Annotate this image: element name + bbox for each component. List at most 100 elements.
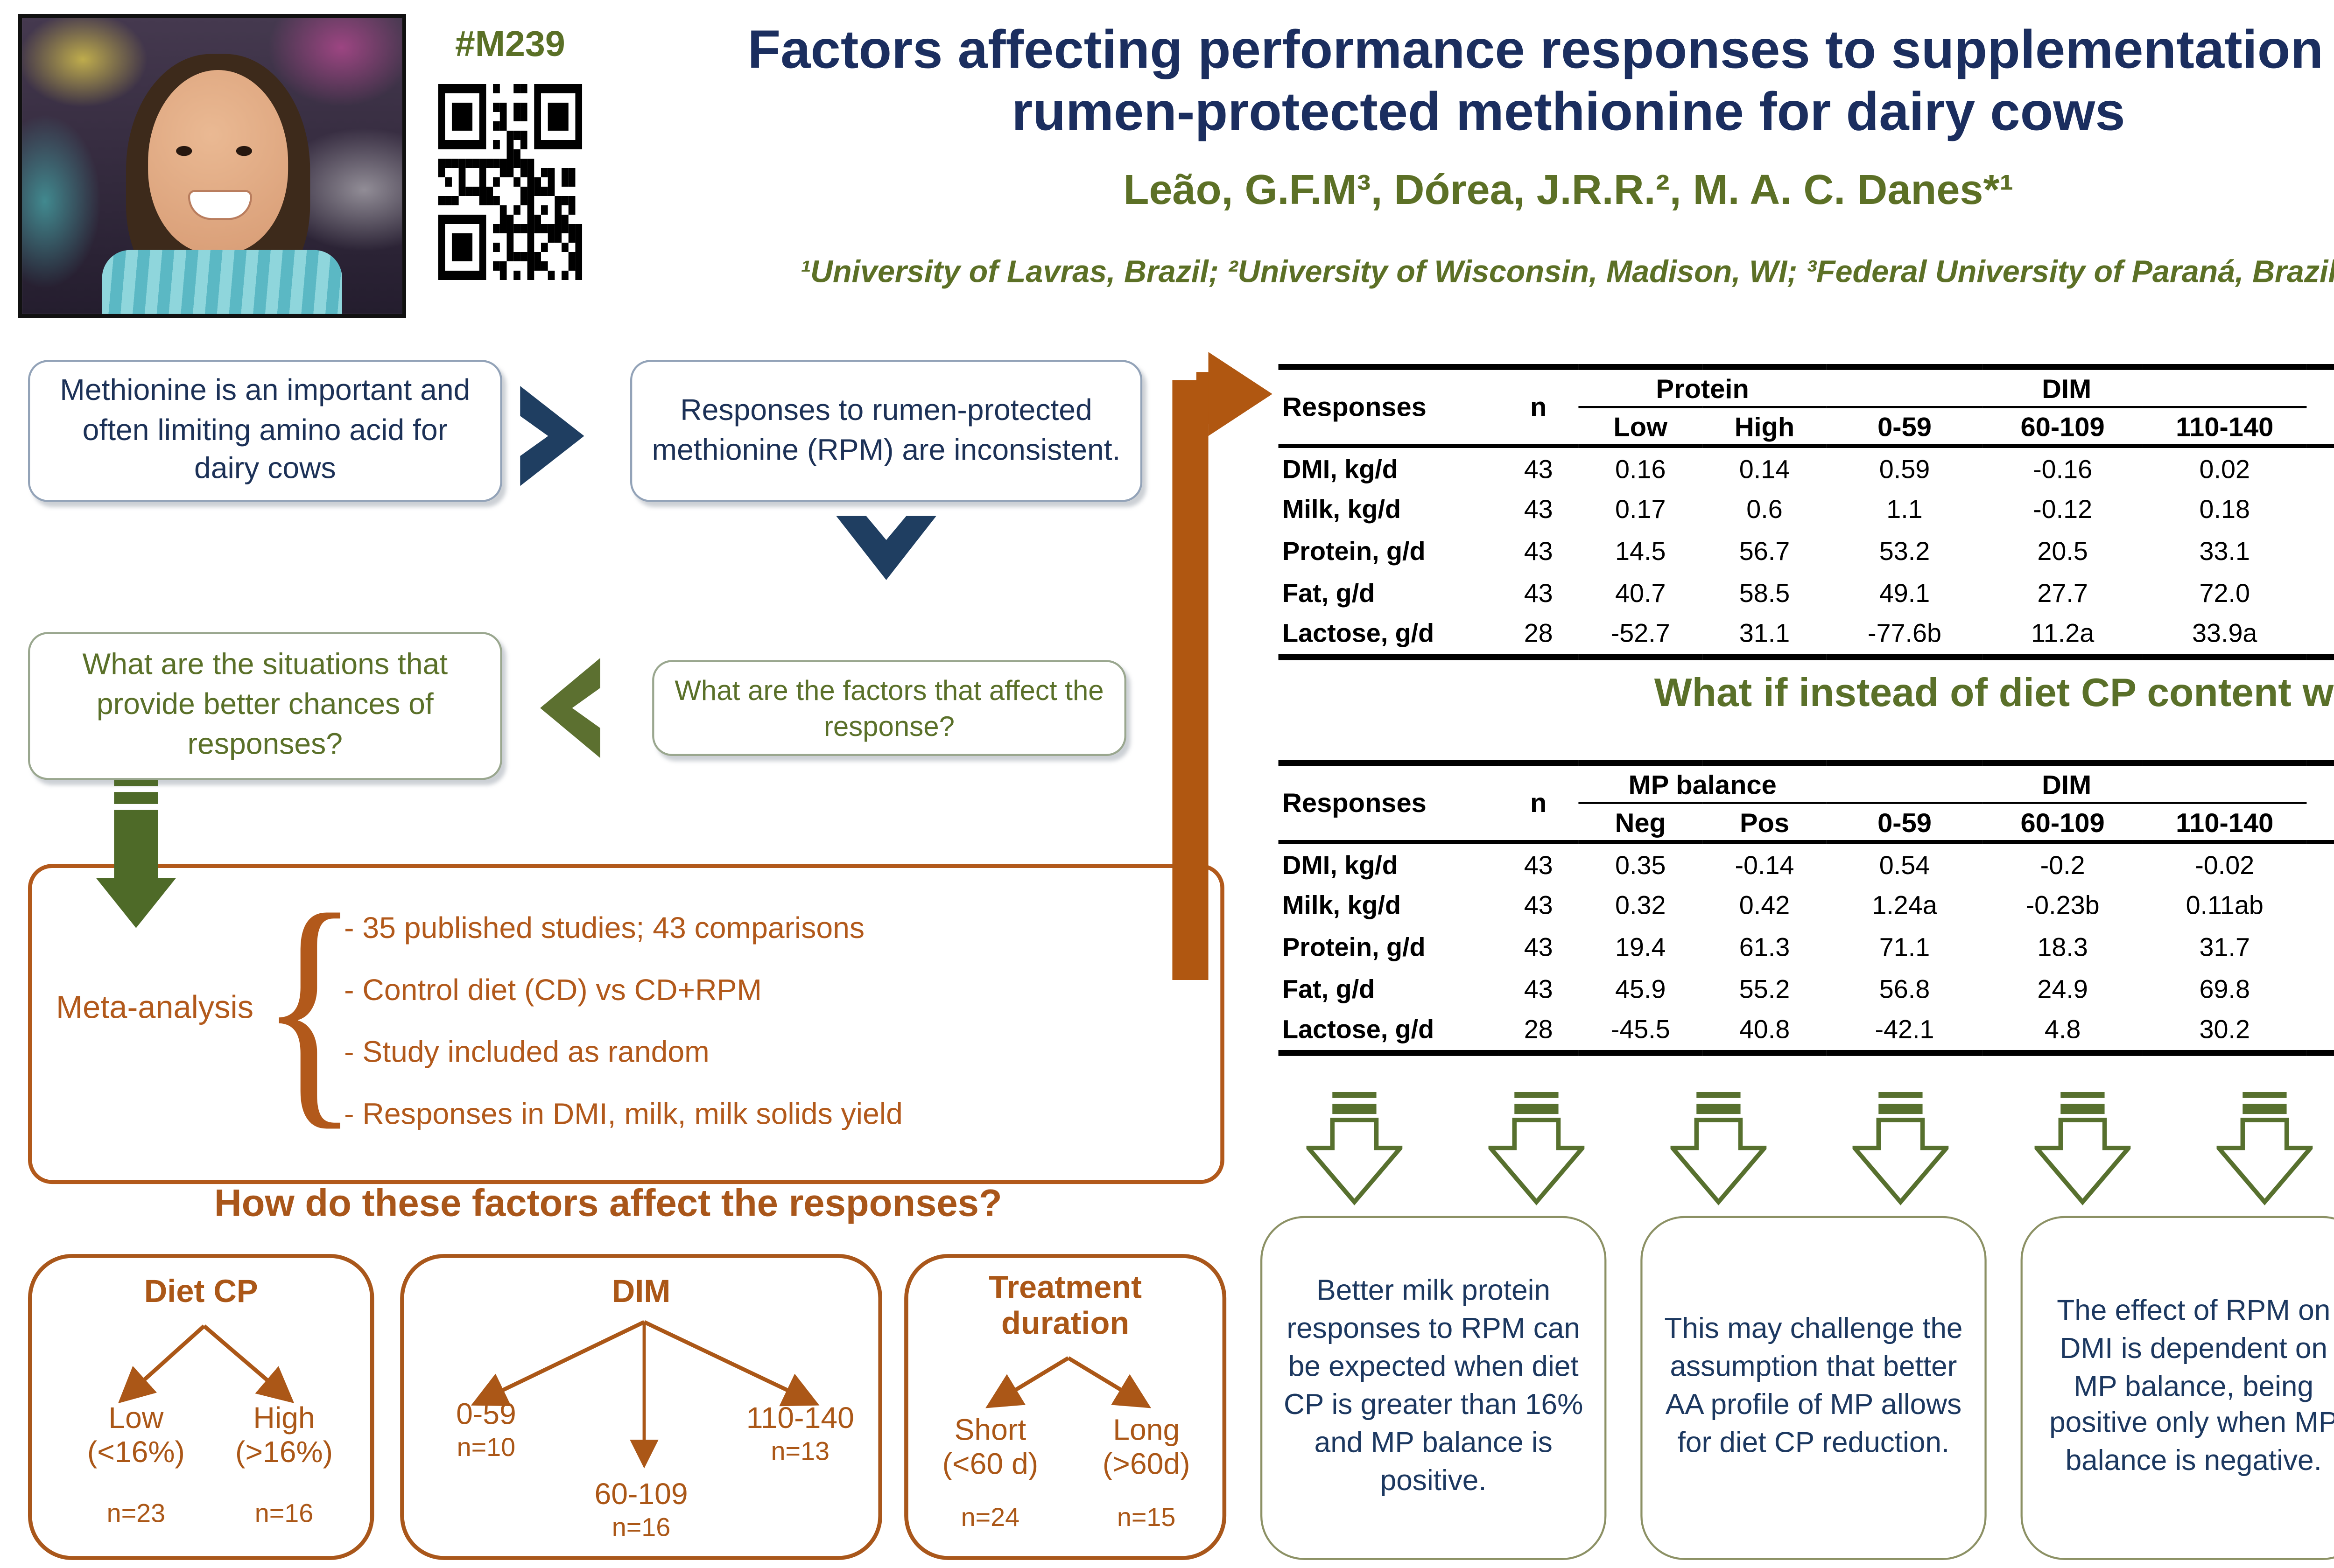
table-cell: Milk, kg/d	[1282, 495, 1401, 525]
table-cell: 19.4	[1615, 932, 1666, 962]
conclusion-box: Better milk protein responses to RPM can…	[1260, 1216, 1607, 1560]
factor-option: Short	[954, 1414, 1026, 1448]
column-header: 110-140	[2176, 807, 2274, 837]
table-cell: 24.9	[2037, 973, 2088, 1003]
factor-option: Low	[108, 1402, 164, 1436]
question-box-factors: What are the factors that affect the res…	[652, 660, 1126, 756]
table-cell: 43	[1524, 577, 1553, 608]
table-cell: 43	[1524, 973, 1553, 1003]
table-cell: Protein, g/d	[1282, 932, 1426, 962]
table-row: Fat, g/d4345.955.256.824.969.827.40.790.…	[1279, 967, 2334, 1008]
table-cell: -0.23b	[2025, 890, 2100, 921]
table-row: Milk, kg/d430.170.61.1-0.120.180.40.330.…	[1279, 489, 2334, 530]
split-arrows-icon	[471, 1320, 820, 1469]
striped-down-arrow-icon	[2032, 1092, 2134, 1208]
arrow-row	[1260, 1092, 2334, 1208]
table-cell: 0.02	[2199, 453, 2250, 484]
photo-eye	[176, 146, 192, 156]
factor-n: n=16	[254, 1498, 314, 1528]
table-cell: -0.2	[2040, 849, 2085, 880]
factor-n: n=23	[106, 1498, 166, 1528]
factor-n: n=16	[612, 1512, 671, 1542]
factor-option-sub: (<16%)	[87, 1436, 185, 1470]
table-cell: 43	[1524, 495, 1553, 525]
table-cell: 33.9a	[2192, 618, 2257, 649]
factor-n: n=10	[457, 1432, 516, 1462]
photo-scarf	[102, 250, 342, 314]
column-header: Low	[1613, 411, 1668, 441]
striped-down-arrow-icon	[1667, 1092, 1770, 1208]
column-header: n	[1530, 788, 1547, 818]
photo-face	[148, 70, 288, 254]
table-cell: 21.8	[2306, 613, 2334, 657]
chevron-right-icon	[520, 386, 584, 486]
table-cell: 53.2	[1879, 536, 1930, 566]
table-cell: -45.5	[1610, 1014, 1670, 1044]
column-header: SEM	[2306, 367, 2334, 446]
column-group-header: MP balance	[1578, 763, 1827, 804]
poster-id: #M239	[455, 24, 565, 64]
factor-title: DIM	[612, 1276, 671, 1310]
table-cell: 31.1	[1739, 618, 1790, 649]
table-cell: -0.14	[1735, 849, 1794, 880]
column-group-header: DIM	[1826, 367, 2307, 408]
table-cell: 0.51	[2306, 885, 2334, 926]
table-cell: 0.17	[1615, 495, 1666, 525]
factor-option-sub: (>16%)	[235, 1436, 333, 1470]
table-cell: 28	[1524, 618, 1553, 649]
meta-analysis-box	[28, 864, 1224, 1184]
chevron-down-icon	[836, 516, 936, 580]
meta-analysis-item: - 35 published studies; 43 comparisons	[344, 912, 865, 946]
column-header: 0-59	[1877, 807, 1932, 837]
table-cell: 31.7	[2199, 932, 2250, 962]
table-cell: 14.3	[2306, 531, 2334, 572]
table-cell: 55.2	[1739, 973, 1790, 1003]
table-cell: 1.24a	[1872, 890, 1937, 921]
intro-box-rpm: Responses to rumen-protected methionine …	[630, 360, 1143, 502]
table-cell: 21.8	[2306, 926, 2334, 967]
split-arrows-icon	[118, 1324, 295, 1404]
table-cell: 43	[1524, 890, 1553, 921]
table-cell: 4.8	[2044, 1014, 2081, 1044]
table-cell: -52.7	[1610, 618, 1670, 649]
qr-code	[438, 84, 583, 280]
factor-option: 60-109	[594, 1478, 688, 1512]
table-cell: 27.7	[2037, 577, 2088, 608]
table-cell: 28.5	[2306, 572, 2334, 613]
table-row: DMI, kg/d430.160.140.59-0.160.020.220.98…	[1279, 446, 2334, 490]
table-row: Fat, g/d4340.758.549.127.772.028.50.510.…	[1279, 572, 2334, 613]
table-cell: 43	[1524, 453, 1553, 484]
factor-title: Treatment	[989, 1272, 1142, 1306]
column-header: Pos	[1739, 807, 1790, 837]
table-cell: 0.6	[1746, 495, 1783, 525]
table-row: Protein, g/d4314.556.753.220.533.114.30.…	[1279, 531, 2334, 572]
table-cell: 56.7	[1739, 536, 1790, 566]
striped-down-arrow-icon	[2214, 1092, 2316, 1208]
green-down-arrow-icon	[96, 780, 176, 928]
table-cell: 0.16	[1615, 453, 1666, 484]
table-cell: 45.9	[1615, 973, 1666, 1003]
factor-n: n=15	[1117, 1502, 1176, 1532]
author-photo	[18, 14, 406, 318]
factor-title: duration	[1001, 1308, 1130, 1342]
conclusion-text: Better milk protein responses to RPM can…	[1284, 1277, 1583, 1498]
table-cell: 69.8	[2199, 973, 2250, 1003]
column-header: High	[1734, 411, 1795, 441]
table-cell: 0.32	[1615, 890, 1666, 921]
factor-option: 0-59	[456, 1398, 516, 1432]
column-header: n	[1530, 392, 1547, 422]
column-header: Responses	[1282, 788, 1427, 818]
table-row: Protein, g/d4319.461.371.118.331.721.80.…	[1279, 926, 2334, 967]
factor-box-duration: Treatment duration Short (<60 d) n=24 Lo…	[904, 1254, 1227, 1560]
column-header: Responses	[1282, 392, 1427, 422]
table-cell: 27.4	[2306, 967, 2334, 1008]
table-row: Milk, kg/d 43 0.32 0.42 1.24a -0.23b 0.11ab 0.5…	[1279, 885, 2334, 926]
title-line1: Factors affecting performance responses …	[747, 20, 2334, 80]
column-header: SEM	[2306, 763, 2334, 842]
table-row: DMI, kg/d430.35-0.140.54-0.2-0.020.230.0…	[1279, 842, 2334, 885]
question-box-situations: What are the situations that provide bet…	[28, 632, 502, 780]
table-cell: 43	[1524, 849, 1553, 880]
protein-dim-table: Responses n Protein DIM SEM P-value AIC …	[1278, 364, 2334, 660]
factor-box-dim: DIM 0-59 n=10 60-109 n=16 110-140 n=13	[400, 1254, 882, 1560]
striped-down-arrow-icon	[1303, 1092, 1406, 1208]
